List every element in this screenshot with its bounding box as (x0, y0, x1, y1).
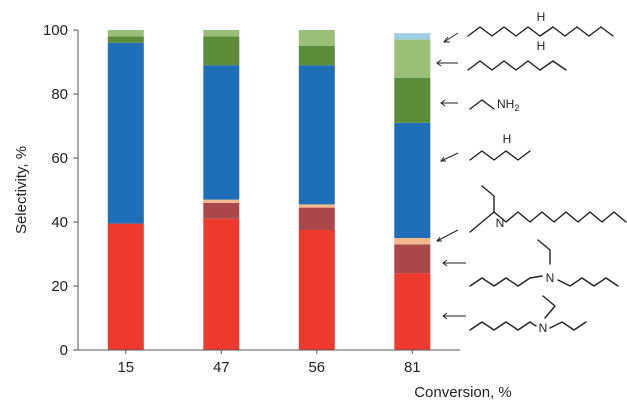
nh-label: H (537, 10, 546, 24)
structure-diethylhexylamine: N (469, 185, 627, 233)
bar-segment-56-1 (298, 207, 335, 230)
x-axis-title: Conversion, % (414, 384, 512, 401)
bar-segment-47-2 (203, 199, 240, 203)
bar-segment-56-2 (298, 204, 335, 208)
arrow-icon (442, 32, 459, 43)
y-ticks: 0 20 40 60 80 100 (43, 22, 78, 359)
bar-segment-56-5 (298, 30, 335, 46)
bar-segment-47-5 (203, 30, 240, 37)
y-tick-label: 40 (51, 214, 68, 231)
n-label: N (546, 271, 555, 285)
nh2-subscript: 2 (514, 103, 519, 113)
nh-label: H (503, 132, 512, 146)
y-tick-label: 100 (43, 22, 68, 39)
bar-segment-81-5 (394, 39, 431, 78)
bar-segment-81-6 (394, 33, 431, 40)
axes-layer (77, 30, 460, 351)
structure-diethylpentylamine: N (469, 239, 619, 287)
arrow-icon (436, 59, 458, 67)
n-label: N (496, 216, 505, 230)
y-tick-label: 60 (51, 150, 68, 167)
bars-layer (107, 30, 431, 350)
bar-segment-81-3 (394, 122, 431, 238)
x-tick-label: 15 (117, 359, 134, 376)
bar-segment-56-3 (298, 65, 335, 205)
bar-segment-81-4 (394, 78, 431, 123)
x-tick-label: 56 (308, 359, 325, 376)
structure-butyldiethylamine: N (469, 295, 587, 335)
nh-label: H (537, 39, 546, 53)
structure-ethylamine: NH2 (469, 97, 519, 113)
bar-segment-56-4 (298, 46, 335, 66)
bar-segment-81-0 (394, 273, 431, 350)
x-tick-label: 47 (213, 359, 230, 376)
structure-diethylamine: H (469, 132, 531, 161)
bar-segment-15-0 (107, 223, 144, 350)
bar-segment-81-1 (394, 244, 431, 274)
structure-ethylbutylamine: H (467, 39, 567, 71)
n-label: N (539, 321, 548, 335)
arrow-icon (440, 99, 458, 107)
y-tick-label: 20 (51, 278, 68, 295)
bar-segment-15-3 (107, 42, 144, 224)
bar-segment-56-0 (298, 230, 335, 350)
y-tick-label: 80 (51, 86, 68, 103)
bar-segment-47-1 (203, 202, 240, 219)
bar-segment-15-4 (107, 36, 144, 43)
bar-segment-47-4 (203, 36, 240, 66)
bar-segment-47-3 (203, 65, 240, 200)
bar-segment-15-5 (107, 30, 144, 37)
x-tick-label: 81 (404, 359, 421, 376)
y-tick-label: 0 (60, 342, 68, 359)
bar-segment-47-0 (203, 218, 240, 350)
nh2-label: NH (497, 97, 514, 111)
x-ticks: 15 47 56 81 (117, 350, 421, 376)
structure-dibutylamine: H (467, 10, 614, 37)
pointer-arrows (436, 32, 466, 320)
y-axis-title: Selectivity, % (13, 146, 30, 234)
arrow-icon (442, 312, 466, 320)
arrow-icon (442, 259, 466, 267)
svg-text:NH2: NH2 (497, 97, 519, 113)
arrow-icon (440, 152, 459, 162)
arrow-icon (436, 229, 459, 242)
bar-segment-81-2 (394, 238, 431, 245)
